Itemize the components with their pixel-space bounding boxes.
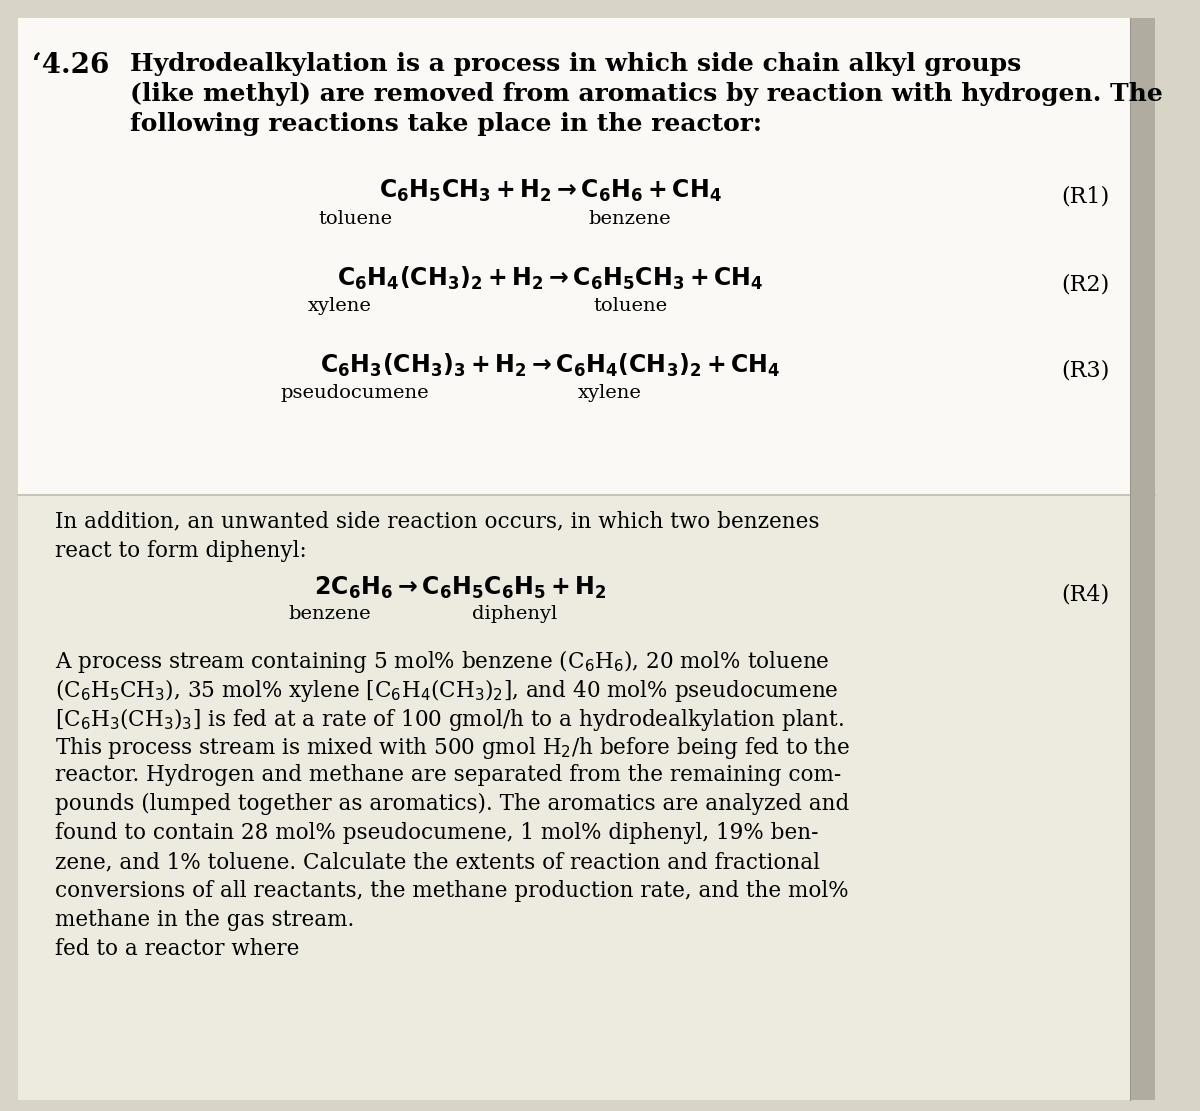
Text: A process stream containing 5 mol% benzene (C$_6$H$_6$), 20 mol% toluene: A process stream containing 5 mol% benze…: [55, 648, 829, 675]
Text: $\mathbf{C_6H_4(CH_3)_2 + H_2 \rightarrow C_6H_5CH_3 + CH_4}$: $\mathbf{C_6H_4(CH_3)_2 + H_2 \rightarro…: [337, 266, 763, 292]
Text: Hydrodealkylation is a process in which side chain alkyl groups: Hydrodealkylation is a process in which …: [130, 52, 1021, 76]
Text: methane in the gas stream.: methane in the gas stream.: [55, 909, 354, 931]
Text: (like methyl) are removed from aromatics by reaction with hydrogen. The: (like methyl) are removed from aromatics…: [130, 82, 1163, 106]
Text: xylene: xylene: [578, 384, 642, 402]
Bar: [18, 18, 1154, 496]
Bar: [1130, 18, 1154, 1100]
Text: zene, and 1% toluene. Calculate the extents of reaction and fractional: zene, and 1% toluene. Calculate the exte…: [55, 851, 820, 873]
Text: conversions of all reactants, the methane production rate, and the mol%: conversions of all reactants, the methan…: [55, 880, 848, 902]
Text: benzene: benzene: [289, 605, 371, 623]
Text: (R2): (R2): [1061, 273, 1109, 296]
Text: pounds (lumped together as aromatics). The aromatics are analyzed and: pounds (lumped together as aromatics). T…: [55, 793, 850, 815]
Text: (C$_6$H$_5$CH$_3$), 35 mol% xylene [C$_6$H$_4$(CH$_3$)$_2$], and 40 mol% pseudoc: (C$_6$H$_5$CH$_3$), 35 mol% xylene [C$_6…: [55, 677, 839, 704]
Text: (R3): (R3): [1061, 360, 1109, 382]
Text: $\mathbf{C_6H_5CH_3 + H_2 \rightarrow C_6H_6 + CH_4}$: $\mathbf{C_6H_5CH_3 + H_2 \rightarrow C_…: [379, 178, 721, 204]
Bar: [18, 496, 1154, 1100]
Text: reactor. Hydrogen and methane are separated from the remaining com-: reactor. Hydrogen and methane are separa…: [55, 764, 841, 785]
Text: [C$_6$H$_3$(CH$_3$)$_3$] is fed at a rate of 100 gmol/h to a hydrodealkylation p: [C$_6$H$_3$(CH$_3$)$_3$] is fed at a rat…: [55, 705, 844, 733]
Text: (R1): (R1): [1061, 186, 1109, 208]
Text: toluene: toluene: [318, 210, 392, 228]
Text: react to form diphenyl:: react to form diphenyl:: [55, 540, 307, 562]
Text: $\mathbf{2C_6H_6 \rightarrow C_6H_5C_6H_5 + H_2}$: $\mathbf{2C_6H_6 \rightarrow C_6H_5C_6H_…: [313, 575, 606, 601]
Text: xylene: xylene: [308, 297, 372, 316]
Text: toluene: toluene: [593, 297, 667, 316]
Text: diphenyl: diphenyl: [473, 605, 558, 623]
Text: (R4): (R4): [1061, 583, 1109, 605]
Text: In addition, an unwanted side reaction occurs, in which two benzenes: In addition, an unwanted side reaction o…: [55, 510, 820, 532]
Text: ‘4.26: ‘4.26: [32, 52, 109, 79]
Text: following reactions take place in the reactor:: following reactions take place in the re…: [130, 112, 762, 136]
Text: pseudocumene: pseudocumene: [281, 384, 430, 402]
Text: This process stream is mixed with 500 gmol H$_2$/h before being fed to the: This process stream is mixed with 500 gm…: [55, 735, 850, 761]
Text: benzene: benzene: [589, 210, 671, 228]
Text: found to contain 28 mol% pseudocumene, 1 mol% diphenyl, 19% ben-: found to contain 28 mol% pseudocumene, 1…: [55, 822, 818, 844]
Text: $\mathbf{C_6H_3(CH_3)_3 + H_2 \rightarrow C_6H_4(CH_3)_2 + CH_4}$: $\mathbf{C_6H_3(CH_3)_3 + H_2 \rightarro…: [319, 352, 780, 379]
Text: fed to a reactor where: fed to a reactor where: [55, 938, 299, 960]
